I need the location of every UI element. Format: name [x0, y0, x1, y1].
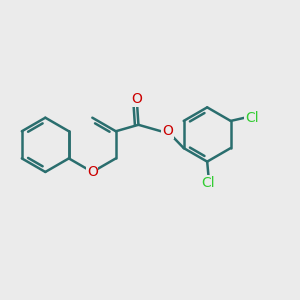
Text: O: O — [132, 92, 142, 106]
Text: O: O — [87, 165, 98, 179]
Text: O: O — [162, 124, 173, 138]
Text: Cl: Cl — [245, 111, 259, 125]
Text: Cl: Cl — [202, 176, 215, 190]
